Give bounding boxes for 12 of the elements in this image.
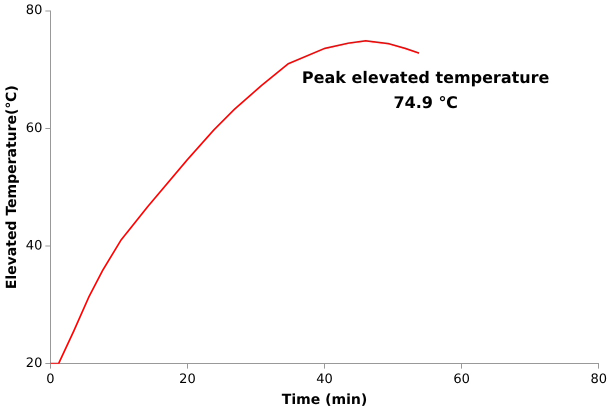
- annotation: Peak elevated temperature 74.9 ℃: [302, 68, 550, 112]
- x-tick-label: 60: [453, 372, 470, 387]
- x-tick-label: 20: [179, 372, 196, 387]
- x-axis-title: Time (min): [282, 392, 368, 408]
- y-tick-label: 80: [26, 3, 42, 18]
- y-tick-label: 40: [26, 238, 42, 254]
- y-tick-label: 20: [26, 356, 42, 371]
- x-tick-label: 0: [46, 372, 54, 387]
- y-axis-title: Elevated Temperature(℃): [4, 85, 20, 290]
- x-tick-label: 40: [316, 372, 333, 387]
- x-tick-label: 80: [590, 372, 607, 387]
- y-tick-label: 60: [26, 120, 42, 136]
